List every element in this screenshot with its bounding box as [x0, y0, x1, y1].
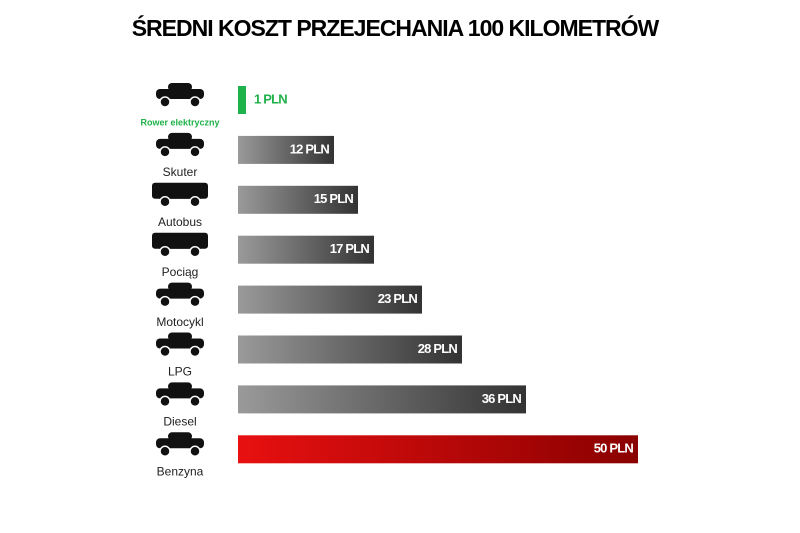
icon-wheel	[159, 345, 171, 358]
icon-wheel	[159, 96, 171, 108]
category-label: Diesel	[163, 415, 196, 429]
icon	[156, 382, 204, 408]
category-label: Autobus	[158, 215, 202, 229]
icon	[156, 83, 204, 108]
chart-title: ŚREDNI KOSZT PRZEJECHANIA 100 KILOMETRÓW	[132, 14, 660, 41]
bar	[238, 385, 526, 414]
icon-body	[168, 132, 192, 141]
icon-wheel	[159, 196, 171, 208]
value-label: 50 PLN	[594, 441, 634, 456]
icon-wheel	[159, 146, 171, 158]
icon-wheel	[189, 295, 201, 308]
icon	[152, 232, 208, 258]
bar	[238, 135, 334, 164]
icon-wheel	[189, 196, 201, 208]
value-label: 15 PLN	[314, 191, 354, 206]
icon-wheel	[159, 445, 171, 458]
icon-body	[152, 232, 208, 249]
bar	[238, 185, 358, 214]
icon-wheel	[159, 395, 171, 408]
category-label: Skuter	[163, 165, 198, 179]
icon-body	[168, 382, 192, 391]
icon-body	[168, 432, 192, 441]
category-label: Pociąg	[162, 265, 199, 279]
bar	[238, 235, 374, 264]
icon-body	[156, 89, 204, 99]
bar	[238, 335, 462, 364]
value-label: 1 PLN	[254, 91, 287, 106]
value-label: 12 PLN	[290, 141, 330, 156]
icon-wheel	[159, 245, 171, 258]
icon-wheel	[189, 96, 201, 108]
value-label: 28 PLN	[418, 341, 458, 356]
icon-body	[168, 282, 192, 291]
icon	[156, 282, 204, 308]
category-label: Rower elektryczny	[140, 117, 219, 127]
value-label: 36 PLN	[482, 391, 522, 406]
icon-body	[156, 388, 204, 399]
bar	[238, 86, 246, 114]
category-label: Motocykl	[156, 315, 203, 329]
icon-wheel	[159, 295, 171, 308]
icon-body	[156, 338, 204, 349]
icon-wheel	[189, 146, 201, 158]
icon	[156, 332, 204, 358]
icon-body	[156, 288, 204, 299]
value-label: 17 PLN	[330, 241, 370, 256]
icon-body	[168, 83, 192, 91]
category-label: LPG	[168, 365, 192, 379]
icon-body	[168, 332, 192, 341]
icon	[152, 182, 208, 208]
icon-wheel	[189, 345, 201, 358]
icon	[156, 132, 204, 158]
icon-wheel	[189, 395, 201, 408]
icon-body	[152, 182, 208, 199]
value-label: 23 PLN	[378, 291, 418, 306]
bar	[238, 435, 638, 464]
icon-wheel	[189, 445, 201, 458]
icon-body	[156, 438, 204, 449]
icon-body	[156, 138, 204, 149]
icon-wheel	[189, 245, 201, 258]
icon	[156, 432, 204, 458]
category-label: Benzyna	[157, 464, 204, 478]
bar	[238, 285, 422, 314]
